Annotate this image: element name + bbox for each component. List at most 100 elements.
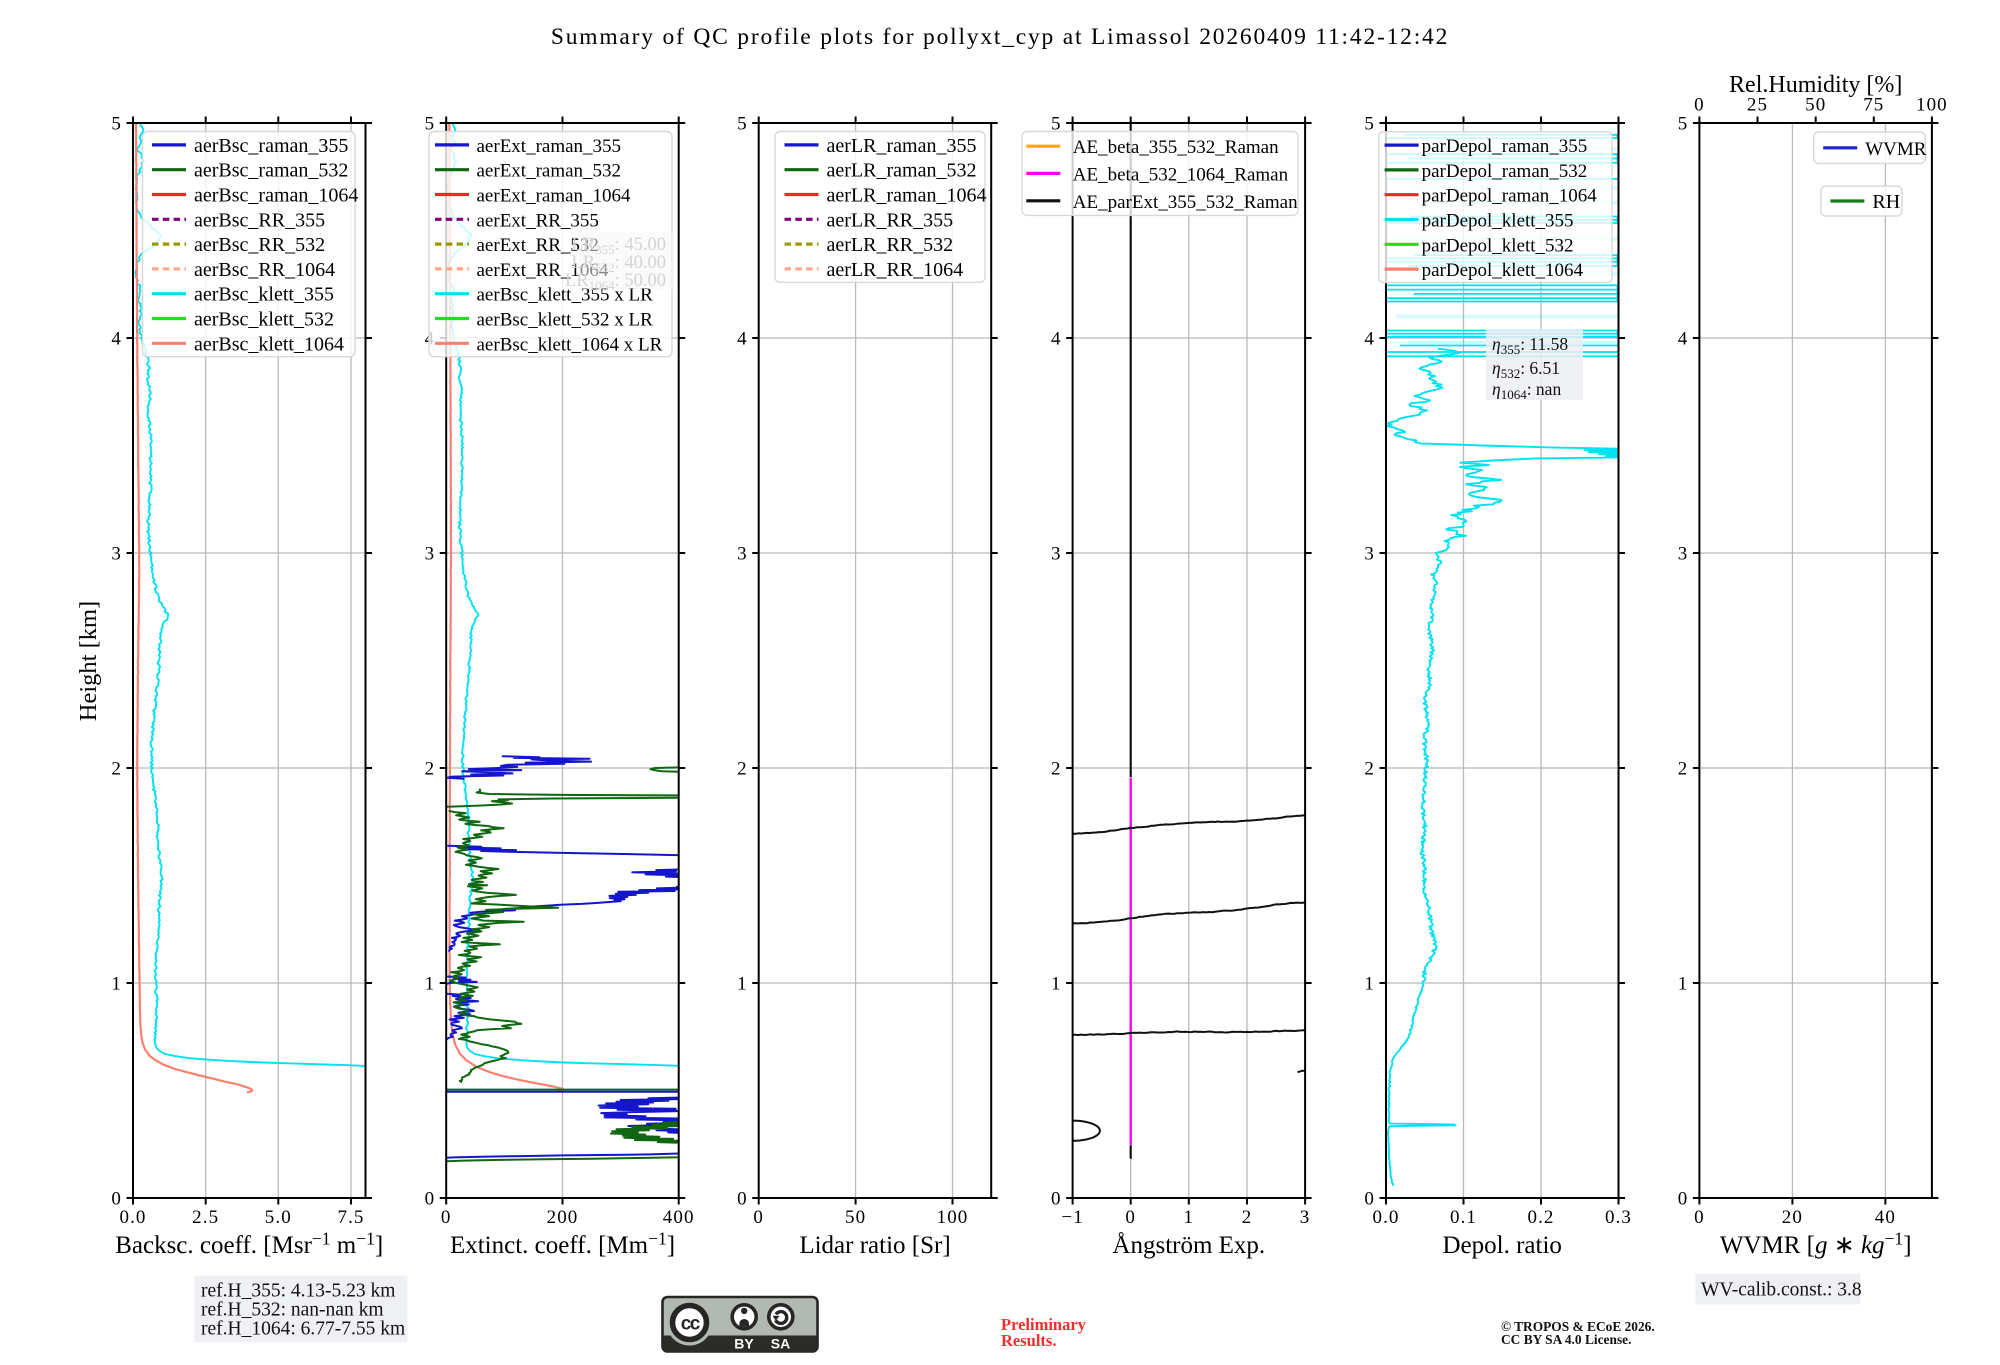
- svg-text:4: 4: [1051, 329, 1062, 350]
- svg-text:0: 0: [753, 1207, 764, 1228]
- svg-text:3: 3: [1051, 544, 1062, 565]
- svg-text:2.5: 2.5: [192, 1207, 219, 1228]
- svg-text:Lidar ratio [Sr]: Lidar ratio [Sr]: [799, 1232, 950, 1259]
- svg-text:0: 0: [1678, 1189, 1689, 1210]
- svg-text:1: 1: [1364, 974, 1375, 995]
- svg-text:0.3: 0.3: [1605, 1207, 1632, 1228]
- svg-text:ref.H_1064: 6.77-7.55 km: ref.H_1064: 6.77-7.55 km: [201, 1319, 405, 1340]
- svg-text:aerBsc_klett_532 x LR: aerBsc_klett_532 x LR: [477, 310, 654, 331]
- svg-text:1: 1: [737, 974, 748, 995]
- svg-text:5.0: 5.0: [265, 1207, 292, 1228]
- svg-text:ref.H_532: nan-nan km: ref.H_532: nan-nan km: [201, 1300, 384, 1321]
- svg-text:aerExt_RR_355: aerExt_RR_355: [477, 210, 599, 231]
- svg-text:−1: −1: [1061, 1207, 1083, 1228]
- svg-text:aerExt_raman_1064: aerExt_raman_1064: [477, 186, 632, 207]
- svg-text:parDepol_raman_355: parDepol_raman_355: [1422, 136, 1588, 157]
- svg-text:aerBsc_raman_1064: aerBsc_raman_1064: [194, 185, 358, 207]
- svg-text:aerBsc_raman_532: aerBsc_raman_532: [194, 160, 348, 182]
- svg-text:3: 3: [111, 544, 122, 565]
- svg-text:2: 2: [1051, 759, 1062, 780]
- svg-text:aerBsc_klett_355: aerBsc_klett_355: [194, 284, 334, 306]
- svg-text:2: 2: [737, 759, 748, 780]
- svg-text:RH: RH: [1872, 191, 1900, 213]
- svg-text:400: 400: [663, 1207, 695, 1228]
- svg-text:Preliminary: Preliminary: [1001, 1315, 1087, 1334]
- svg-text:4: 4: [111, 329, 122, 350]
- svg-text:parDepol_klett_1064: parDepol_klett_1064: [1422, 260, 1584, 281]
- svg-text:Ångström Exp.: Ångström Exp.: [1112, 1232, 1265, 1259]
- svg-text:parDepol_klett_532: parDepol_klett_532: [1422, 235, 1574, 256]
- svg-text:1: 1: [1051, 974, 1062, 995]
- svg-text:0.0: 0.0: [1372, 1207, 1399, 1228]
- svg-text:1: 1: [1678, 974, 1689, 995]
- svg-text:aerLR_RR_355: aerLR_RR_355: [827, 209, 954, 231]
- svg-text:AE_beta_355_532_Raman: AE_beta_355_532_Raman: [1073, 137, 1279, 158]
- svg-text:0.2: 0.2: [1527, 1207, 1554, 1228]
- svg-text:parDepol_klett_355: parDepol_klett_355: [1422, 211, 1574, 232]
- svg-text:aerExt_RR_532: aerExt_RR_532: [477, 235, 599, 256]
- svg-text:5: 5: [1364, 114, 1375, 135]
- svg-text:0: 0: [111, 1189, 122, 1210]
- svg-text:aerExt_RR_1064: aerExt_RR_1064: [477, 260, 609, 281]
- svg-text:LR1064​: 50.00: LR1064​: 50.00: [565, 271, 666, 293]
- svg-text:3: 3: [1678, 544, 1689, 565]
- svg-text:2: 2: [1364, 759, 1375, 780]
- svg-text:Results.: Results.: [1001, 1331, 1056, 1350]
- svg-text:aerBsc_klett_1064 x LR: aerBsc_klett_1064 x LR: [477, 334, 663, 355]
- svg-text:100: 100: [1916, 95, 1948, 116]
- svg-text:aerExt_raman_355: aerExt_raman_355: [477, 136, 622, 157]
- svg-text:aerExt_raman_532: aerExt_raman_532: [477, 161, 622, 182]
- svg-text:2: 2: [111, 759, 122, 780]
- svg-text:Extinct. coeff. [Mm−1​]: Extinct. coeff. [Mm−1​]: [450, 1229, 675, 1260]
- svg-text:5: 5: [111, 114, 122, 135]
- svg-text:aerLR_raman_355: aerLR_raman_355: [827, 135, 977, 157]
- svg-text:5: 5: [737, 114, 748, 135]
- svg-text:1: 1: [1183, 1207, 1194, 1228]
- svg-text:25: 25: [1747, 95, 1768, 116]
- svg-text:aerBsc_RR_1064: aerBsc_RR_1064: [194, 259, 335, 281]
- svg-text:WVMR [g ∗ kg−1​]: WVMR [g ∗ kg−1​]: [1720, 1229, 1912, 1260]
- svg-text:aerBsc_raman_355: aerBsc_raman_355: [194, 135, 348, 157]
- svg-text:40: 40: [1875, 1207, 1896, 1228]
- svg-text:AE_parExt_355_532_Raman: AE_parExt_355_532_Raman: [1073, 192, 1298, 213]
- svg-text:Rel.Humidity [%]: Rel.Humidity [%]: [1729, 72, 1902, 98]
- svg-text:7.5: 7.5: [337, 1207, 364, 1228]
- svg-text:2: 2: [425, 759, 436, 780]
- svg-text:50: 50: [1805, 95, 1826, 116]
- svg-text:LR355​: 45.00: LR355​: 45.00: [571, 235, 666, 257]
- svg-text:4: 4: [737, 329, 748, 350]
- svg-text:0: 0: [1364, 1189, 1375, 1210]
- svg-text:0: 0: [441, 1207, 452, 1228]
- svg-text:0.0: 0.0: [119, 1207, 146, 1228]
- svg-text:aerLR_RR_532: aerLR_RR_532: [827, 234, 954, 256]
- svg-text:2: 2: [1242, 1207, 1253, 1228]
- svg-text:3: 3: [425, 544, 436, 565]
- svg-text:SA: SA: [771, 1336, 790, 1352]
- svg-text:aerBsc_RR_532: aerBsc_RR_532: [194, 234, 325, 256]
- svg-text:50: 50: [845, 1207, 866, 1228]
- svg-text:20: 20: [1782, 1207, 1803, 1228]
- svg-text:0: 0: [1051, 1189, 1062, 1210]
- svg-text:2: 2: [1678, 759, 1689, 780]
- svg-text:1: 1: [111, 974, 122, 995]
- svg-text:Backsc. coeff. [Msr−1​ m−1​]: Backsc. coeff. [Msr−1​ m−1​]: [115, 1229, 383, 1260]
- svg-text:parDepol_raman_532: parDepol_raman_532: [1422, 161, 1588, 182]
- svg-text:aerLR_RR_1064: aerLR_RR_1064: [827, 259, 964, 281]
- svg-text:aerBsc_klett_532: aerBsc_klett_532: [194, 309, 334, 331]
- svg-text:aerBsc_klett_355 x LR: aerBsc_klett_355 x LR: [477, 285, 654, 306]
- svg-text:1: 1: [425, 974, 436, 995]
- svg-text:3: 3: [737, 544, 748, 565]
- svg-text:100: 100: [937, 1207, 969, 1228]
- svg-text:parDepol_raman_1064: parDepol_raman_1064: [1422, 186, 1598, 207]
- svg-text:0: 0: [1694, 95, 1705, 116]
- svg-text:Depol. ratio: Depol. ratio: [1442, 1232, 1561, 1259]
- svg-text:5: 5: [1678, 114, 1689, 135]
- svg-text:0: 0: [737, 1189, 748, 1210]
- svg-text:ref.H_355: 4.13-5.23 km: ref.H_355: 4.13-5.23 km: [201, 1281, 395, 1302]
- svg-text:0.1: 0.1: [1450, 1207, 1477, 1228]
- svg-text:3: 3: [1364, 544, 1375, 565]
- svg-text:aerBsc_klett_1064: aerBsc_klett_1064: [194, 333, 344, 355]
- svg-text:200: 200: [547, 1207, 579, 1228]
- svg-text:Summary of QC profile plots fo: Summary of QC profile plots for pollyxt_…: [551, 24, 1449, 50]
- svg-text:0: 0: [1694, 1207, 1705, 1228]
